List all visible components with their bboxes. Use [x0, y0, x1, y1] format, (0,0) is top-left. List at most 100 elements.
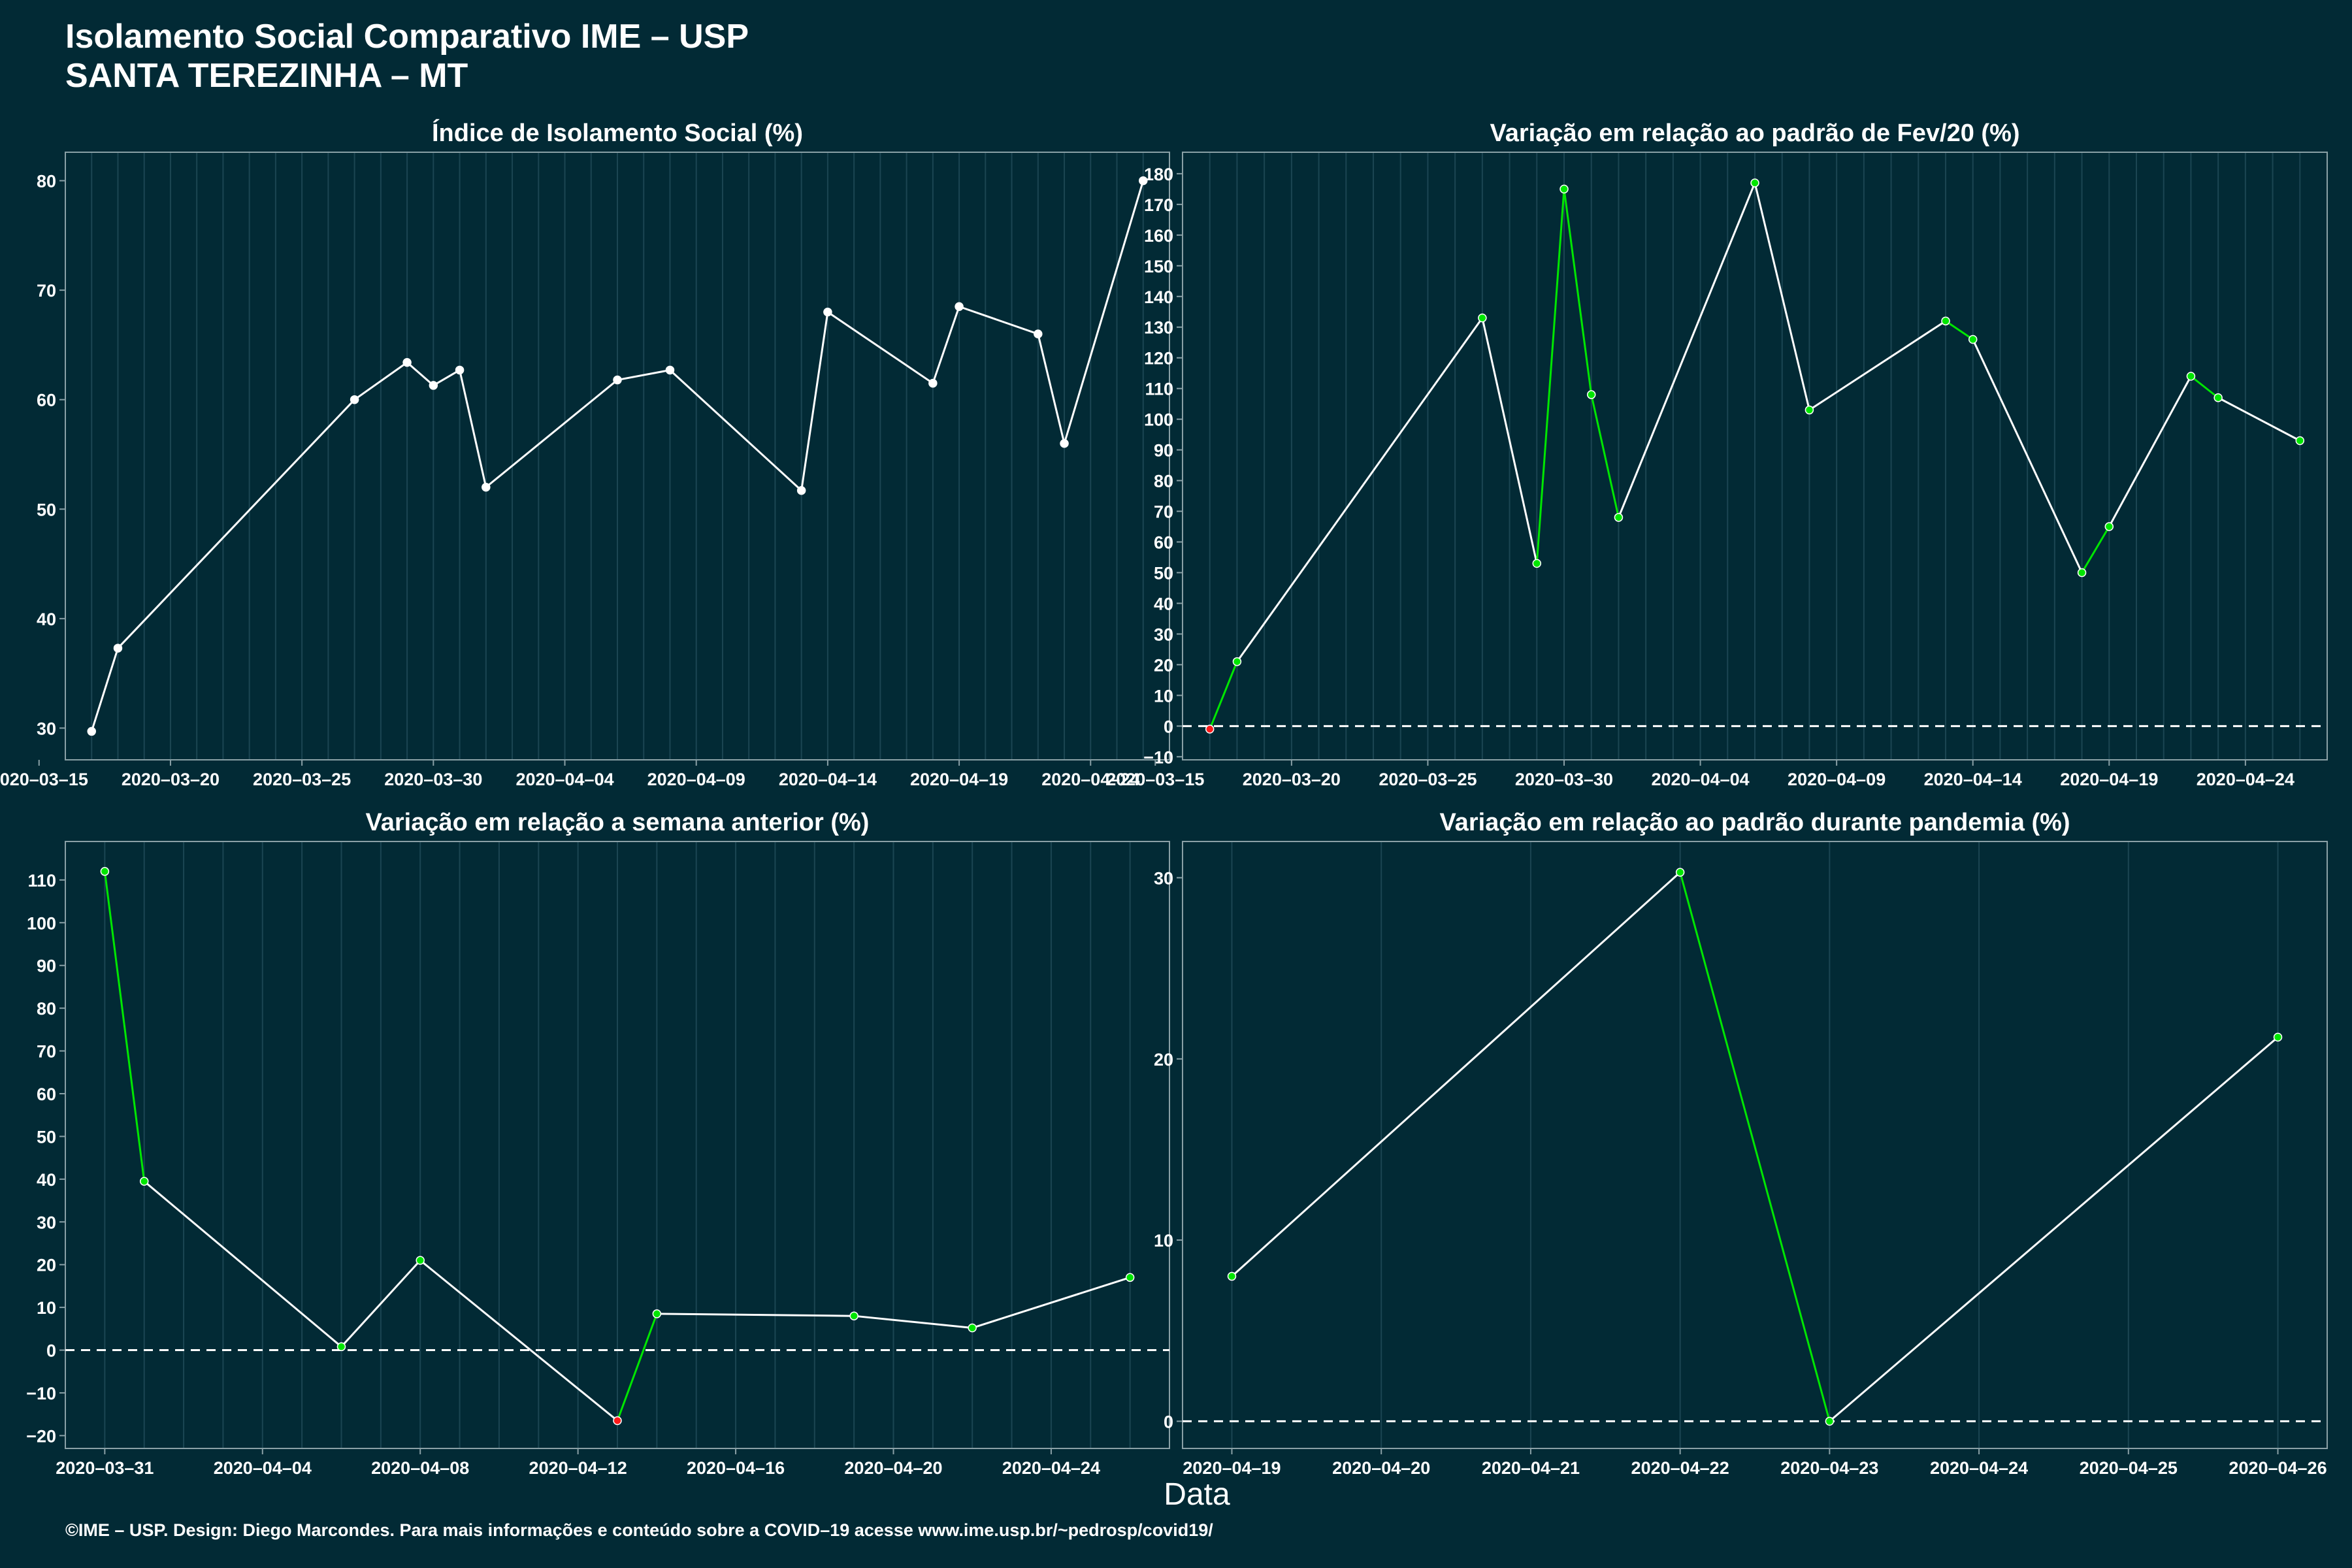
panel2-frame — [1182, 152, 2328, 760]
panel2-series-segment — [1209, 661, 1238, 730]
panel2-y-tick-label: 120 — [1144, 349, 1173, 368]
panel2-y-tick-label: 40 — [1154, 594, 1173, 613]
panel3-series-segment — [143, 1180, 342, 1348]
panel1-data-point — [613, 375, 622, 385]
panel2-y-tick-label: −10 — [1143, 747, 1173, 767]
panel1-x-tick-label: 2020–03–15 — [0, 770, 88, 789]
panel2-data-point — [1560, 184, 1569, 194]
panel1-y-tick-label: 30 — [37, 719, 56, 738]
panel2-x-tick-label: 2020–04–14 — [1924, 770, 2022, 789]
panel1-x-tick-label: 2020–04–04 — [515, 770, 613, 789]
panel1-series-segment — [117, 399, 355, 649]
panel2-data-point — [1205, 725, 1215, 734]
panel4-y-tick-label: 10 — [1154, 1231, 1173, 1250]
panel4-data-point — [1675, 868, 1685, 877]
panel4-frame — [1182, 841, 2328, 1449]
panel1-data-point — [665, 365, 675, 375]
panel2-x-tick-label: 2020–03–30 — [1515, 770, 1613, 789]
panel2-series-segment — [2217, 397, 2300, 442]
panel3-data-point — [652, 1309, 662, 1318]
panel4-series-segment — [1231, 872, 1681, 1277]
panel1-series-segment — [459, 370, 487, 488]
panel4-data-point — [2273, 1032, 2283, 1042]
panel1-y-tick-label: 50 — [37, 500, 56, 519]
panel3-data-point — [139, 1177, 149, 1186]
panel4-series-segment — [1829, 1036, 2279, 1422]
panel3-series-segment — [853, 1315, 973, 1330]
panel3-y-tick-label: 20 — [37, 1256, 56, 1275]
panel1-x-tick-label: 2020–03–20 — [122, 770, 220, 789]
panel2-x-tick-label: 2020–03–20 — [1243, 770, 1341, 789]
panel3-y-tick-label: 80 — [37, 999, 56, 1019]
panel1-data-point — [1139, 176, 1148, 186]
panel1-data-point — [455, 365, 465, 375]
panel2-y-tick-label: 90 — [1154, 441, 1173, 461]
panel2-x-tick-label: 2020–04–04 — [1651, 770, 1749, 789]
panel4-series-segment — [1679, 872, 1831, 1422]
panel1-series-segment — [932, 306, 960, 384]
panel2-series-segment — [1590, 394, 1620, 518]
panel1-series-segment — [485, 379, 618, 488]
panel2-series-segment — [2190, 375, 2219, 399]
panel4-x-tick-label: 2020–04–23 — [1780, 1458, 1878, 1478]
panel1-y-tick-label: 40 — [37, 610, 56, 629]
panel3-y-tick-label: −10 — [26, 1384, 56, 1403]
panel1-x-tick-label: 2020–03–30 — [384, 770, 482, 789]
panel1-series-segment — [353, 361, 408, 400]
panel3-y-tick-label: 110 — [27, 871, 56, 890]
panel1-title: Índice de Isolamento Social (%) — [432, 118, 803, 147]
panel2-y-tick-label: 150 — [1144, 257, 1173, 276]
page-header: Isolamento Social Comparativo IME – USP … — [65, 17, 749, 95]
panel4-y-tick-label: 0 — [1164, 1412, 1173, 1431]
panel1-x-tick-label: 2020–04–19 — [910, 770, 1008, 789]
panel3-frame — [65, 841, 1170, 1449]
panel3-y-tick-label: 40 — [37, 1170, 56, 1190]
panel3-x-tick-label: 2020–04–24 — [1002, 1458, 1100, 1478]
panel1-data-point — [823, 307, 832, 317]
panel2-data-point — [1941, 316, 1950, 326]
panel4-x-tick-label: 2020–04–25 — [2080, 1458, 2178, 1478]
panel2-y-tick-label: 20 — [1154, 655, 1173, 675]
panel3-x-tick-label: 2020–04–16 — [687, 1458, 785, 1478]
panel2-x-tick-label: 2020–03–25 — [1379, 770, 1477, 789]
panel4-x-tick-label: 2020–04–21 — [1482, 1458, 1580, 1478]
panel2-title: Variação em relação ao padrão de Fev/20 … — [1490, 120, 2019, 147]
panel3-x-tick-label: 2020–04–20 — [844, 1458, 942, 1478]
panel1-series-segment — [800, 312, 829, 491]
panel2-x-tick-label: 2020–04–09 — [1788, 770, 1886, 789]
panel2-x-tick-label: 2020–03–15 — [1106, 770, 1204, 789]
panel3-y-tick-label: 70 — [37, 1042, 56, 1062]
panel3-series-segment — [103, 871, 146, 1182]
panel3-x-tick-label: 2020–03–31 — [56, 1458, 154, 1478]
panel2-y-tick-label: 100 — [1144, 410, 1173, 430]
panel4-y-tick-label: 30 — [1154, 868, 1173, 888]
panel1-series-segment — [433, 369, 461, 387]
panel2-series-segment — [1481, 318, 1538, 564]
panel2-data-point — [1968, 335, 1978, 344]
panel2-y-tick-label: 30 — [1154, 625, 1173, 644]
panel2-y-tick-label: 0 — [1164, 717, 1173, 736]
panel2-data-point — [1614, 513, 1624, 522]
panel2-series-segment — [1618, 182, 1756, 518]
panel2-series-segment — [1535, 189, 1565, 564]
panel1-x-tick-label: 2020–04–14 — [779, 770, 877, 789]
panel1-y-tick-label: 70 — [37, 281, 56, 301]
panel1-data-point — [928, 378, 938, 388]
panel1-series-segment — [617, 368, 670, 382]
panel3-series-segment — [657, 1313, 855, 1317]
panel1-data-point — [429, 381, 438, 390]
panel1-series-segment — [958, 305, 1039, 335]
panel1-data-point — [350, 395, 359, 404]
panel2-series-segment — [1563, 189, 1593, 395]
panel3-x-tick-label: 2020–04–04 — [214, 1458, 312, 1478]
panel1-data-point — [1060, 438, 1069, 448]
panel2-y-tick-label: 160 — [1144, 226, 1173, 246]
panel3-series-segment — [340, 1260, 421, 1348]
panel3-y-tick-label: 10 — [37, 1298, 56, 1318]
panel3-y-tick-label: 50 — [37, 1127, 56, 1147]
panel1-data-point — [113, 644, 123, 653]
panel1-series-segment — [827, 311, 934, 384]
panel4-x-tick-label: 2020–04–22 — [1631, 1458, 1729, 1478]
panel3-series-segment — [616, 1313, 658, 1421]
panel1-data-point — [402, 357, 412, 367]
